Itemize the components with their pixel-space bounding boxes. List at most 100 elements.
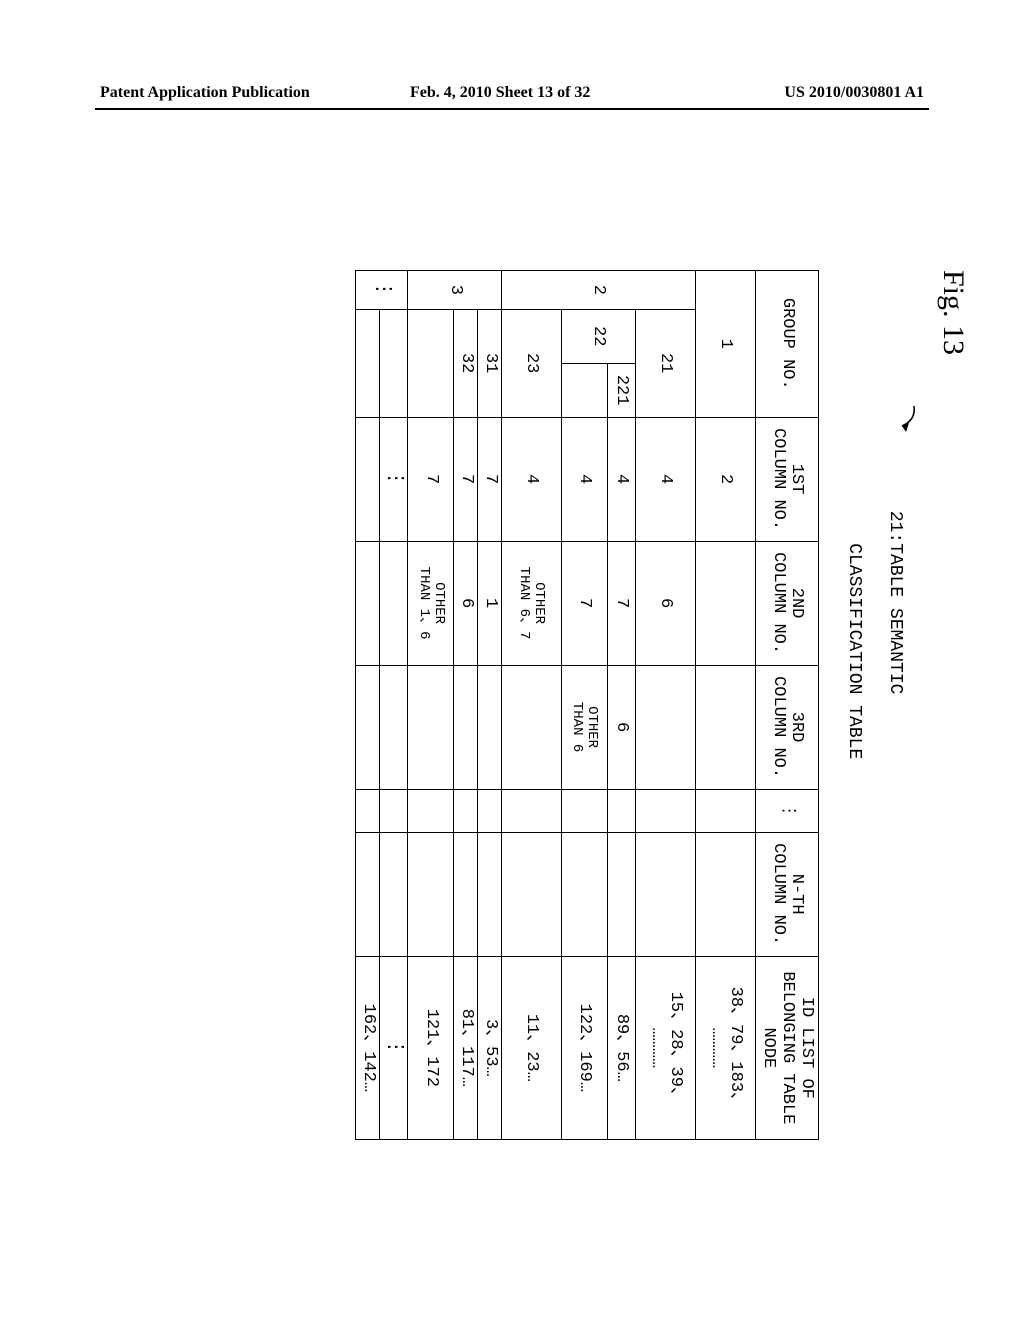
caption-line1: 21:TABLE SEMANTIC (885, 511, 905, 695)
cell-id: 15、28、39、 ………… (635, 956, 695, 1139)
header-right: US 2010/0030801 A1 (784, 84, 924, 102)
header-left: Patent Application Publication (100, 84, 310, 102)
cell-groupB: 32 (454, 309, 478, 417)
cell-dots (501, 789, 561, 832)
cell-c1 (356, 417, 380, 541)
table-row: ⋮ ⋮ ⋮ (380, 271, 408, 1140)
cell-c1: 7 (408, 417, 454, 541)
cell-c3 (380, 665, 408, 789)
cell-cn (607, 832, 635, 956)
cell-c2: 6 (635, 541, 695, 665)
cell-groupB: 21 (635, 309, 695, 417)
table-row: 2 21 4 6 15、28、39、 ………… (635, 271, 695, 1140)
cell-groupB (408, 309, 454, 417)
cell-groupB: 22 (561, 309, 635, 363)
cell-c2 (380, 541, 408, 665)
cell-c2: 7 (607, 541, 635, 665)
cell-c3 (454, 665, 478, 789)
cell-c1: 4 (561, 417, 607, 541)
cell-id: ⋮ (380, 956, 408, 1139)
cell-groupB: 23 (501, 309, 561, 417)
table-row: 4 7 OTHER THAN 6 122、169… (561, 271, 607, 1140)
cell-id: 3、53… (477, 956, 501, 1139)
col-header-c1: 1ST COLUMN NO. (755, 417, 818, 541)
cell-c3 (408, 665, 454, 789)
cell-id: 162、142… (356, 956, 380, 1139)
cell-c3 (635, 665, 695, 789)
table-caption: 21:TABLE SEMANTIC CLASSIFICATION TABLE (823, 400, 926, 1030)
caption-arrow-icon (880, 400, 920, 440)
cell-cn (454, 832, 478, 956)
cell-groupB (380, 309, 408, 417)
cell-dots (380, 789, 408, 832)
cell-cn (501, 832, 561, 956)
classification-table: GROUP NO. 1ST COLUMN NO. 2ND COLUMN NO. … (356, 270, 819, 1140)
cell-dots (477, 789, 501, 832)
table-row: 3 31 7 1 3、53… (477, 271, 501, 1140)
table-row: 22 221 4 7 6 89、56… (607, 271, 635, 1140)
cell-group: 1 (695, 271, 755, 418)
cell-c1: 4 (501, 417, 561, 541)
cell-dots (695, 789, 755, 832)
header-rule (95, 108, 929, 110)
cell-c1: 4 (607, 417, 635, 541)
col-header-c3: 3RD COLUMN NO. (755, 665, 818, 789)
figure-label: Fig. 13 (936, 270, 970, 1030)
col-header-id: ID LIST OF BELONGING TABLE NODE (755, 956, 818, 1139)
table-row: 32 7 6 81、117… (454, 271, 478, 1140)
cell-id: 38、79、183、 ………… (695, 956, 755, 1139)
cell-id: 121、172 (408, 956, 454, 1139)
cell-groupB: 31 (477, 309, 501, 417)
cell-dots (607, 789, 635, 832)
cell-cn (408, 832, 454, 956)
cell-id: 11、23… (501, 956, 561, 1139)
cell-cn (695, 832, 755, 956)
cell-c2: 7 (561, 541, 607, 665)
cell-groupA: 3 (408, 271, 501, 310)
col-header-cn: N-TH COLUMN NO. (755, 832, 818, 956)
cell-dots (408, 789, 454, 832)
table-row: 7 OTHER THAN 1、6 121、172 (408, 271, 454, 1140)
cell-c1: 7 (454, 417, 478, 541)
cell-id: 122、169… (561, 956, 607, 1139)
table-row: 23 4 OTHER THAN 6、7 11、23… (501, 271, 561, 1140)
table-header-row: GROUP NO. 1ST COLUMN NO. 2ND COLUMN NO. … (755, 271, 818, 1140)
cell-groupC: 221 (607, 363, 635, 417)
cell-c1: ⋮ (380, 417, 408, 541)
cell-c2: OTHER THAN 1、6 (408, 541, 454, 665)
cell-groupB (356, 309, 380, 417)
cell-c1: 7 (477, 417, 501, 541)
cell-c2: OTHER THAN 6、7 (501, 541, 561, 665)
cell-c3 (356, 665, 380, 789)
cell-c2 (356, 541, 380, 665)
cell-id: 89、56… (607, 956, 635, 1139)
cell-groupC (561, 363, 607, 417)
cell-dots (454, 789, 478, 832)
cell-c2: 1 (477, 541, 501, 665)
col-header-dots: ⋮ (755, 789, 818, 832)
cell-c3 (477, 665, 501, 789)
cell-c3: 6 (607, 665, 635, 789)
cell-dots (356, 789, 380, 832)
cell-cn (635, 832, 695, 956)
cell-c1: 2 (695, 417, 755, 541)
cell-cn (380, 832, 408, 956)
cell-groupA: ⋮ (356, 271, 408, 310)
table-row: 162、142… (356, 271, 380, 1140)
cell-groupA: 2 (501, 271, 695, 310)
figure-13: Fig. 13 21:TABLE SEMANTIC CLASSIFICATION… (70, 270, 970, 1030)
cell-c3: OTHER THAN 6 (561, 665, 607, 789)
caption-line2: CLASSIFICATION TABLE (844, 511, 864, 759)
cell-dots (561, 789, 607, 832)
cell-dots (635, 789, 695, 832)
cell-cn (561, 832, 607, 956)
cell-c3 (695, 665, 755, 789)
cell-c3 (501, 665, 561, 789)
table-row: 1 2 38、79、183、 ………… (695, 271, 755, 1140)
cell-cn (356, 832, 380, 956)
cell-cn (477, 832, 501, 956)
col-header-c2: 2ND COLUMN NO. (755, 541, 818, 665)
cell-c1: 4 (635, 417, 695, 541)
cell-c2 (695, 541, 755, 665)
header-center: Feb. 4, 2010 Sheet 13 of 32 (410, 84, 590, 102)
